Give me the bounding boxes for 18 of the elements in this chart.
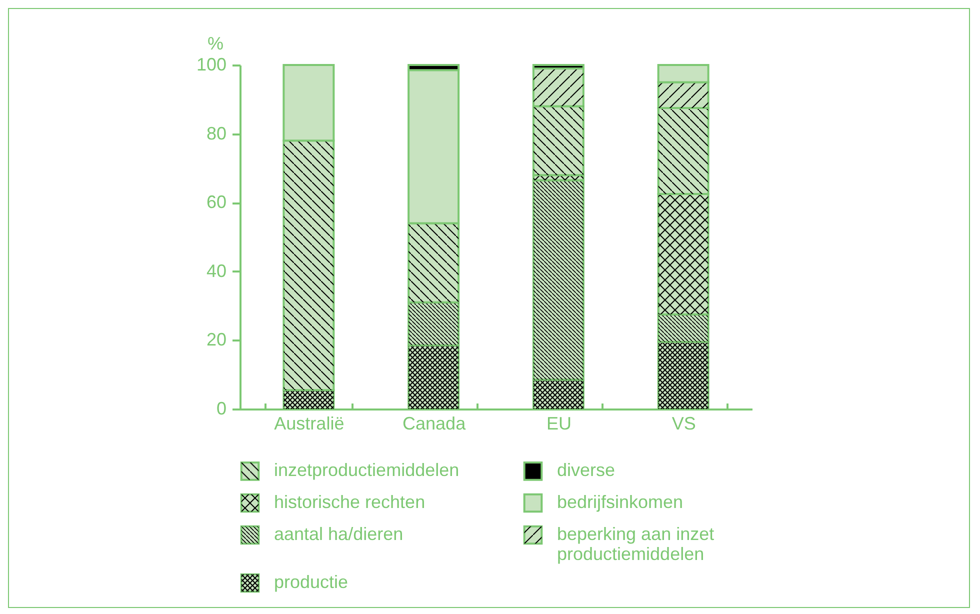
legend-label: beperking aan inzet productiemiddelen <box>557 524 714 564</box>
y-tick-label: 40 <box>206 260 226 281</box>
y-tick-label: 80 <box>206 123 226 144</box>
x-tick-label: EU <box>546 414 572 434</box>
legend-label: inzetproductiemiddelen <box>274 460 460 480</box>
x-tick-label: Australië <box>274 414 344 434</box>
y-tick-label: 100 <box>196 54 226 74</box>
legend-label: productie <box>274 572 348 592</box>
x-tick-label: Canada <box>402 414 467 434</box>
y-tick-label: 0 <box>216 398 226 418</box>
legend-label: diverse <box>557 460 616 480</box>
x-tick-label: VS <box>672 414 696 434</box>
y-tick-label: 20 <box>206 330 226 350</box>
y-axis-title: % <box>207 34 224 54</box>
legend-label: aantal ha/dieren <box>274 524 404 544</box>
y-tick-label: 60 <box>206 192 226 212</box>
legend-label: historische rechten <box>274 492 426 512</box>
legend-label: bedrijfsinkomen <box>557 492 684 512</box>
